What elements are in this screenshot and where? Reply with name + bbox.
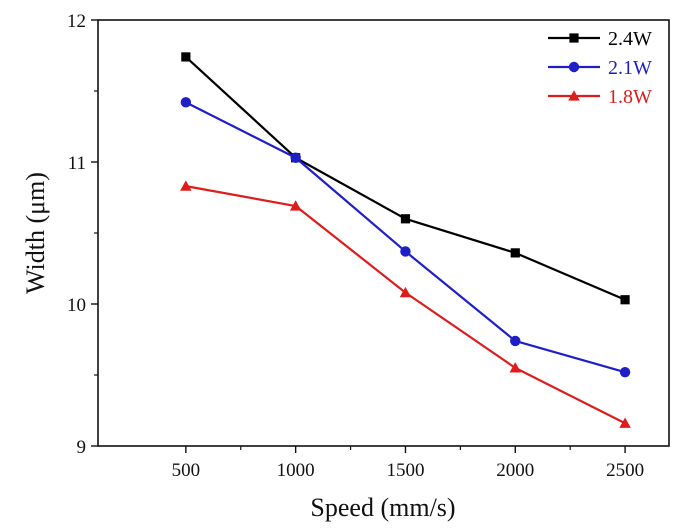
y-axis-title: Width (μm) bbox=[21, 172, 50, 294]
y-tick-label: 10 bbox=[67, 295, 86, 316]
data-point-circle bbox=[400, 246, 411, 257]
x-axis-title: Speed (mm/s) bbox=[310, 493, 455, 522]
data-point-square bbox=[181, 52, 191, 62]
legend-label: 1.8W bbox=[608, 86, 652, 108]
data-point-circle bbox=[510, 335, 521, 347]
x-tick-label: 1500 bbox=[386, 460, 424, 481]
series-line bbox=[185, 56, 626, 301]
data-point-triangle bbox=[289, 200, 302, 211]
data-point-triangle bbox=[399, 286, 412, 298]
data-point-circle bbox=[180, 97, 192, 108]
data-point-square bbox=[510, 248, 520, 258]
legend-label: 2.4W bbox=[608, 28, 652, 50]
series-line bbox=[185, 101, 626, 374]
y-tick-label: 12 bbox=[67, 11, 86, 32]
data-point-square bbox=[400, 214, 411, 224]
legend-label: 2.1W bbox=[608, 57, 652, 79]
data-point-circle bbox=[568, 61, 580, 73]
series-1.8W bbox=[180, 180, 631, 428]
data-point-square bbox=[569, 33, 579, 43]
series-2.1W bbox=[180, 97, 631, 378]
x-tick-label: 500 bbox=[172, 460, 201, 481]
data-point-triangle bbox=[619, 417, 631, 428]
y-tick-label: 9 bbox=[77, 437, 87, 458]
y-tick-label: 11 bbox=[68, 153, 86, 174]
legend-item-2.1W: 2.1W bbox=[548, 57, 652, 79]
x-tick-label: 1000 bbox=[277, 460, 315, 481]
data-point-square bbox=[620, 295, 630, 305]
data-point-circle bbox=[290, 152, 301, 163]
series-2.4W bbox=[181, 52, 630, 305]
axis-ticks: 500 1000 1500 2000 2500 9 10 11 12 bbox=[67, 11, 644, 481]
legend-item-2.4W: 2.4W bbox=[548, 28, 652, 50]
data-point-triangle bbox=[568, 90, 580, 101]
series-layer bbox=[180, 52, 631, 428]
data-point-triangle bbox=[509, 362, 522, 373]
data-point-circle bbox=[619, 366, 631, 378]
legend-item-1.8W: 1.8W bbox=[548, 86, 652, 108]
x-tick-label: 2000 bbox=[496, 460, 534, 481]
data-point-triangle bbox=[180, 180, 192, 191]
legend: 2.4W 2.1W 1.8W bbox=[548, 28, 652, 108]
x-tick-label: 2500 bbox=[606, 460, 644, 481]
